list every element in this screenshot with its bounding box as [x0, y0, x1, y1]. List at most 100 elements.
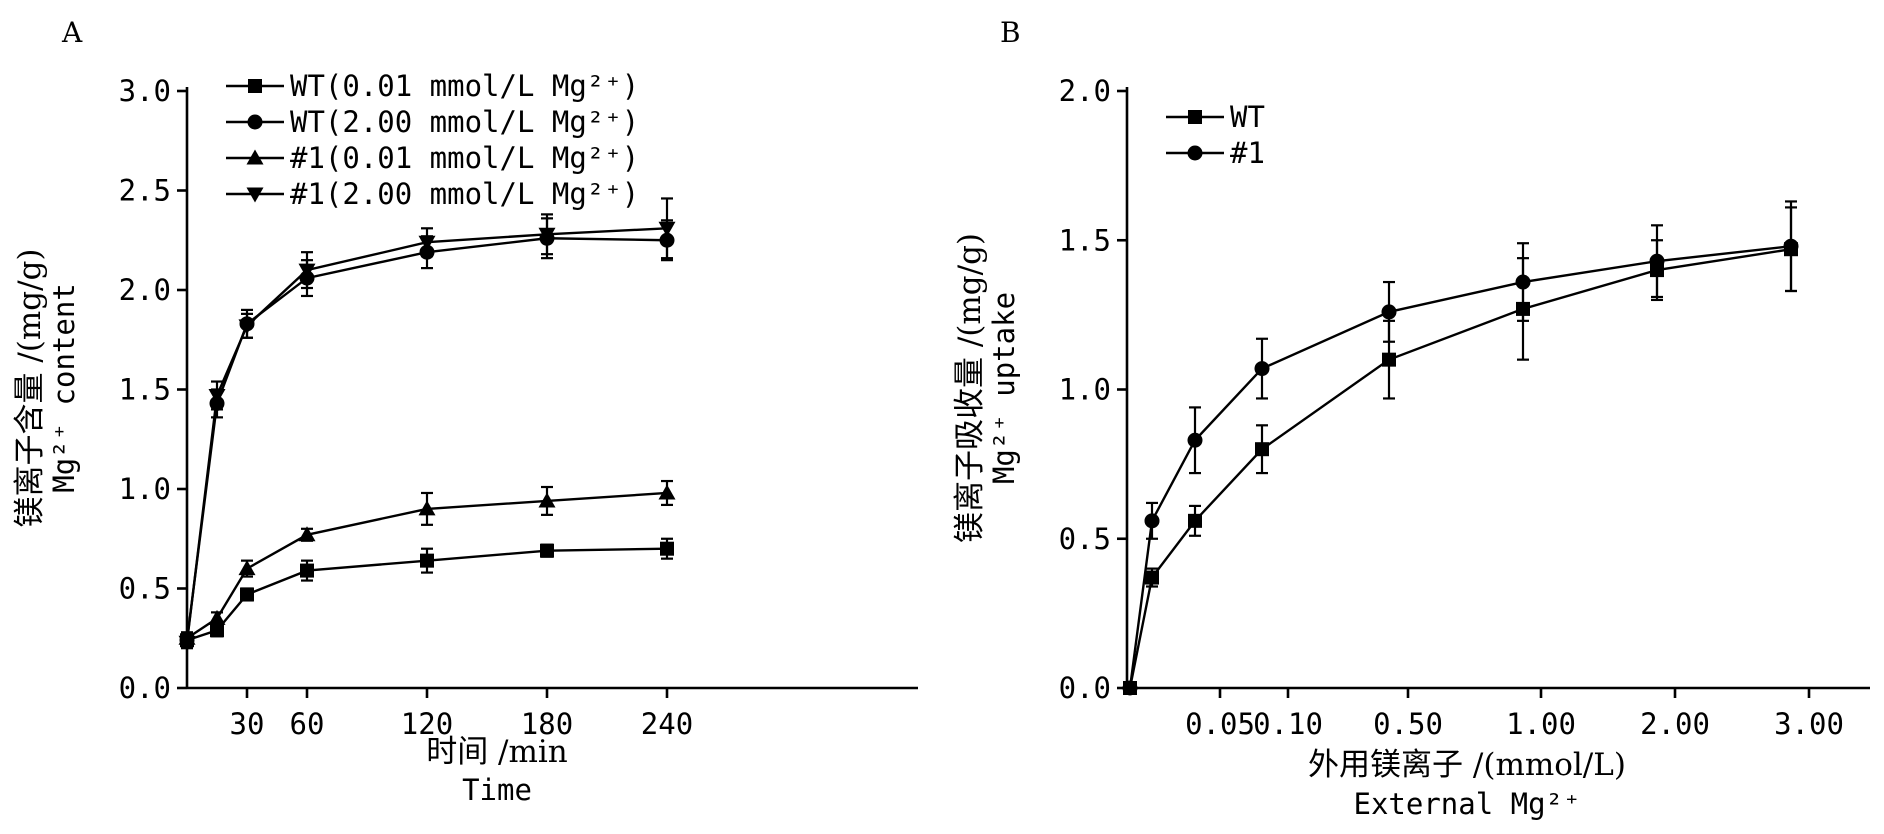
data-point	[418, 500, 436, 516]
panel-b: B 0.0 0.5 1.0 1.5 2.0 0.050.10 0.50 1.00 2.00 3.…	[952, 16, 1870, 821]
data-point	[1188, 513, 1202, 528]
panel-a-x-ticks: 30 60 120 180 240	[230, 688, 693, 741]
panel-b-y-label-cn: 镁离子吸收量 /(mg/g)	[952, 233, 988, 543]
panel-a-y-label-en: Mg²⁺ content	[47, 283, 81, 493]
data-point	[298, 263, 316, 279]
y-tick-label: 1.5	[1059, 223, 1111, 257]
series-line	[185, 237, 668, 641]
series-1	[1123, 206, 1798, 695]
x-tick-label: 2.00	[1640, 707, 1710, 741]
y-tick-label: 0.5	[119, 572, 171, 606]
panel-b-label: B	[1000, 16, 1021, 49]
legend-entry-4: #1(2.00 mmol/L Mg²⁺)	[226, 177, 639, 211]
data-point	[538, 492, 556, 508]
y-tick-label: 1.0	[119, 472, 171, 506]
panel-b-x-label-en: External Mg²⁺	[1354, 787, 1581, 821]
data-point	[1255, 442, 1269, 457]
x-tick-label: 240	[641, 707, 693, 741]
data-point	[420, 553, 434, 568]
data-point	[178, 635, 196, 651]
panel-b-x-ticks: 0.050.10 0.50 1.00 2.00 3.00	[1185, 688, 1844, 741]
data-point	[240, 587, 254, 602]
legend-label: #1(2.00 mmol/L Mg²⁺)	[290, 177, 639, 211]
panel-a-y-ticks: 0.0 0.5 1.0 1.5 2.0 2.5 3.0	[119, 74, 187, 705]
x-tick-label: 30	[230, 707, 265, 741]
panel-b-axes	[1125, 87, 1870, 690]
data-point	[1783, 238, 1799, 254]
legend-label: #1	[1230, 136, 1265, 170]
data-point	[540, 543, 554, 558]
legend-entry-2: WT(2.00 mmol/L Mg²⁺)	[226, 105, 639, 139]
legend-label: #1(0.01 mmol/L Mg²⁺)	[290, 141, 639, 175]
series-line	[1128, 245, 1792, 689]
panel-b-x-label-cn: 外用镁离子 /(mmol/L)	[1308, 747, 1626, 783]
data-point	[660, 541, 674, 556]
data-point	[208, 609, 226, 625]
legend-label: WT(2.00 mmol/L Mg²⁺)	[290, 105, 639, 139]
legend-entry-2: #1	[1166, 136, 1265, 170]
y-tick-label: 0.0	[119, 671, 171, 705]
legend-marker	[248, 79, 262, 93]
panel-b-y-label: 镁离子吸收量 /(mg/g) Mg²⁺ uptake	[952, 233, 1021, 543]
panel-b-series	[1122, 200, 1799, 696]
series-line	[1128, 248, 1792, 689]
panel-a-x-label-cn: 时间 /min	[426, 734, 568, 770]
legend-entry-1: WT	[1166, 100, 1265, 134]
y-tick-label: 2.5	[119, 174, 171, 208]
data-point	[1515, 274, 1531, 290]
series-4	[178, 197, 676, 651]
data-point	[1187, 432, 1203, 448]
data-point	[658, 221, 676, 237]
legend-entry-3: #1(0.01 mmol/L Mg²⁺)	[226, 141, 639, 175]
legend-marker	[246, 149, 264, 165]
x-tick-label: 1.00	[1506, 707, 1576, 741]
data-point	[238, 560, 256, 576]
data-point	[1382, 352, 1396, 367]
legend-entry-1: WT(0.01 mmol/L Mg²⁺)	[226, 69, 639, 103]
x-tick-label: 0.05	[1185, 707, 1255, 741]
data-point	[1381, 304, 1397, 320]
data-point	[238, 319, 256, 335]
y-tick-label: 1.5	[119, 373, 171, 407]
x-tick-label: 0.10	[1253, 707, 1323, 741]
legend-marker	[247, 114, 263, 130]
series-2	[179, 217, 675, 648]
data-point	[1145, 570, 1159, 585]
panel-a-y-label: 镁离子含量 /(mg/g) Mg²⁺ content	[12, 248, 81, 527]
data-point	[538, 227, 556, 243]
x-tick-label: 180	[521, 707, 573, 741]
y-tick-label: 0.5	[1059, 522, 1111, 556]
panel-b-y-ticks: 0.0 0.5 1.0 1.5 2.0	[1059, 74, 1127, 705]
data-point	[1144, 513, 1160, 529]
legend-marker	[246, 187, 264, 203]
y-tick-label: 2.0	[1059, 74, 1111, 108]
data-point	[1254, 361, 1270, 377]
panel-a-y-label-cn: 镁离子含量 /(mg/g)	[12, 248, 48, 527]
data-point	[300, 563, 314, 578]
panel-a-x-label-en: Time	[462, 773, 532, 807]
legend-marker	[1187, 145, 1203, 161]
y-tick-label: 2.0	[119, 273, 171, 307]
panel-b-legend: WT#1	[1166, 100, 1265, 170]
data-point	[418, 235, 436, 251]
data-point	[208, 388, 226, 404]
data-point	[298, 526, 316, 542]
panel-a: A 0.0 0.5 1.0 1.5 2.0 2.5 3.0 30 60 120 180 240 镁离…	[12, 16, 918, 807]
y-tick-label: 3.0	[119, 74, 171, 108]
series-2	[1122, 200, 1799, 696]
y-tick-label: 0.0	[1059, 671, 1111, 705]
data-point	[1649, 253, 1665, 269]
legend-marker	[1188, 110, 1202, 124]
panel-a-legend: WT(0.01 mmol/L Mg²⁺)WT(2.00 mmol/L Mg²⁺)…	[226, 69, 639, 211]
x-tick-label: 0.50	[1373, 707, 1443, 741]
data-point	[1122, 680, 1138, 696]
x-tick-label: 60	[290, 707, 325, 741]
y-tick-label: 1.0	[1059, 373, 1111, 407]
series-line	[185, 227, 668, 643]
panel-a-series	[178, 197, 676, 651]
legend-label: WT	[1230, 100, 1265, 134]
legend-label: WT(0.01 mmol/L Mg²⁺)	[290, 69, 639, 103]
panel-a-label: A	[61, 16, 83, 49]
data-point	[658, 484, 676, 500]
